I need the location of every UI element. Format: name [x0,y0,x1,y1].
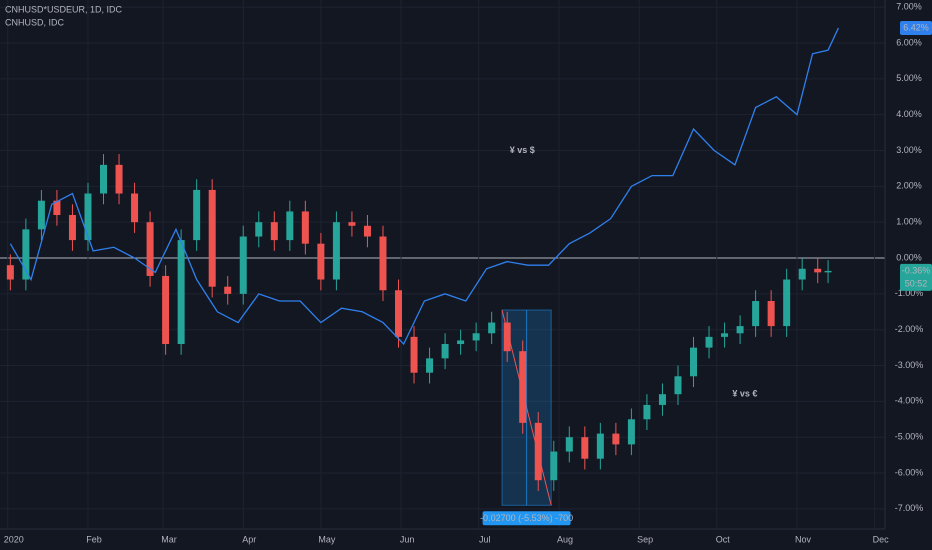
candle-body [596,433,604,459]
candle-body [177,240,185,345]
candle-body [824,270,832,273]
last-price-badge [900,263,932,291]
line-series [9,27,840,346]
x-tick-label: Jun [400,534,415,544]
candle-body [162,275,170,345]
series-title: CNHUSD*USDEUR, 1D, IDC [5,4,123,14]
y-tick-label: 7.00% [896,2,922,12]
candle-body [363,225,371,237]
measure-label: -0.02700 (-5.53%) -700 [480,513,573,523]
y-tick-label: 0.00% [896,252,922,262]
countdown: 50:52 [905,278,928,288]
series-title: CNHUSD, IDC [5,17,65,27]
candle-body [317,243,325,280]
annotation: ¥ vs € [732,389,757,399]
candle-body [239,236,247,294]
last-price-badge [900,20,932,35]
candle-body [146,222,154,276]
candle-body [301,211,309,244]
x-tick-label: May [318,534,336,544]
candle-body [379,236,387,291]
candle-body [286,211,294,241]
candle-body [37,200,45,230]
candle-body [6,265,14,280]
candle-body [270,222,278,241]
x-tick-label: Jul [479,534,491,544]
x-tick-label: Mar [161,534,177,544]
y-tick-label: 4.00% [896,109,922,119]
candle-body [519,351,527,423]
candle-body [410,336,418,373]
candle-body [255,222,263,237]
x-tick-label: Nov [795,534,812,544]
candle-body [426,358,434,373]
candle-body [550,451,558,481]
candle-body [783,279,791,327]
candle-body [627,419,635,445]
candle-body [115,164,123,194]
x-tick-label: Sep [637,534,653,544]
candle-body [690,347,698,377]
candle-body [224,286,232,294]
candle-body [767,301,775,327]
x-tick-label: Apr [242,534,256,544]
candle-body [193,189,201,241]
x-tick-label: Aug [557,534,573,544]
candle-body [457,340,465,345]
candle-body [395,290,403,337]
x-tick-label: 2020 [4,534,24,544]
y-tick-label: -2.00% [895,324,924,334]
candle-body [534,422,542,481]
candle-body [721,333,729,337]
candle-body [503,322,511,352]
candle-body [131,193,139,223]
candle-body [798,268,806,280]
candle-body [705,336,713,348]
candle-body [84,193,92,241]
candle-body [441,344,449,359]
y-tick-label: -5.00% [895,432,924,442]
y-tick-label: 3.00% [896,145,922,155]
candle-body [658,394,666,405]
candle-body [488,322,496,334]
x-tick-label: Feb [86,534,102,544]
x-tick-label: Oct [716,534,731,544]
x-tick-label: Dec [873,534,890,544]
y-tick-label: -6.00% [895,467,924,477]
candle-body [332,222,340,280]
candle-body [348,222,356,226]
last-price-label: -0.36% [902,265,931,275]
candle-body [736,326,744,334]
candle-body [22,229,30,280]
candle-body [674,376,682,395]
y-tick-label: 6.00% [896,37,922,47]
y-tick-label: 5.00% [896,73,922,83]
y-tick-label: 2.00% [896,181,922,191]
candle-body [752,301,760,327]
y-tick-label: -3.00% [895,360,924,370]
y-tick-label: -7.00% [895,503,924,513]
candle-body [100,164,108,194]
candle-body [612,433,620,445]
last-price-label: 6.42% [903,22,929,32]
candle-body [581,437,589,459]
candle-body [53,200,61,216]
annotation: ¥ vs $ [510,145,535,155]
candle-body [208,189,216,287]
y-tick-label: -1.00% [895,288,924,298]
y-tick-label: 1.00% [896,217,922,227]
candle-body [814,268,822,273]
candle-body [565,437,573,452]
candle-body [472,333,480,341]
y-tick-label: -4.00% [895,396,924,406]
candle-body [643,404,651,420]
candle-body [68,215,76,241]
measure-label-box [482,511,571,526]
